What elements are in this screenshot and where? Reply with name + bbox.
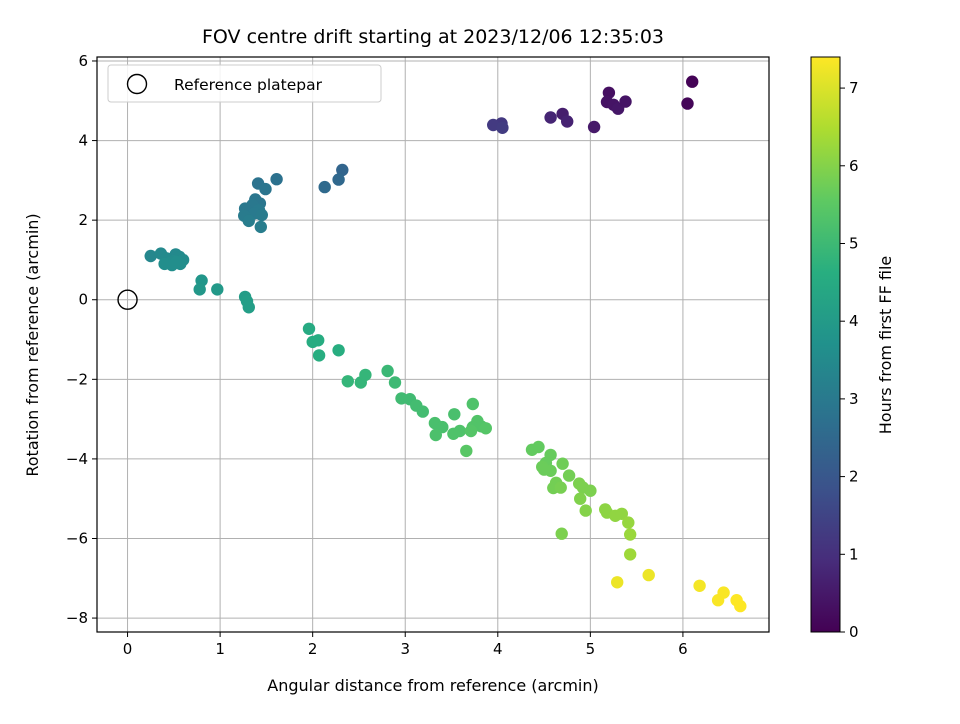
- data-point: [624, 548, 637, 561]
- data-point: [341, 375, 354, 388]
- data-point: [302, 322, 316, 335]
- legend-label: Reference platepar: [174, 76, 323, 94]
- data-point: [170, 255, 183, 269]
- data-point: [242, 214, 255, 228]
- grid-lines: [97, 57, 769, 632]
- reference-platepar-marker: [117, 289, 138, 310]
- data-point: [619, 95, 632, 108]
- data-point: [270, 173, 283, 186]
- data-point: [332, 173, 345, 186]
- y-tick-label: −6: [66, 529, 88, 547]
- x-tick-label: 0: [123, 640, 133, 658]
- colorbar-tick-label: 7: [849, 79, 859, 97]
- plot-frame: [96, 56, 770, 633]
- data-point: [259, 182, 272, 196]
- data-point: [587, 120, 601, 134]
- data-point: [429, 428, 442, 442]
- data-point: [556, 457, 569, 470]
- data-point: [611, 576, 624, 589]
- legend-marker-circle: [126, 73, 148, 95]
- data-point: [193, 283, 206, 296]
- data-point: [561, 115, 574, 128]
- data-point: [537, 463, 551, 476]
- x-axis-ticks: 0 1 2 3 4 5 6: [123, 632, 688, 658]
- data-points: [117, 75, 747, 613]
- colorbar-ticks: 0 1 2 3 4 5 6 7: [840, 79, 859, 641]
- data-point: [318, 180, 331, 194]
- colorbar-gradient: [810, 56, 841, 633]
- data-point: [255, 208, 268, 222]
- data-point: [624, 528, 637, 541]
- data-point: [312, 349, 326, 362]
- data-point: [336, 163, 349, 177]
- y-tick-label: 0: [78, 291, 88, 309]
- x-tick-label: 2: [308, 640, 318, 658]
- data-point: [144, 249, 157, 263]
- y-tick-label: 4: [78, 132, 88, 150]
- data-point: [453, 424, 466, 438]
- data-point: [555, 527, 568, 540]
- data-point: [711, 594, 725, 607]
- colorbar-tick-label: 3: [849, 390, 859, 408]
- colorbar-tick-label: 6: [849, 157, 859, 175]
- y-tick-label: 6: [78, 52, 88, 70]
- colorbar-tick-label: 1: [849, 545, 859, 563]
- data-point: [460, 444, 473, 458]
- data-point: [681, 97, 694, 110]
- data-point: [642, 568, 655, 582]
- colorbar-label: Hours from first FF file: [876, 256, 895, 435]
- x-axis-label: Angular distance from reference (arcmin): [267, 676, 598, 695]
- x-tick-label: 6: [678, 640, 688, 658]
- colorbar-tick-label: 5: [849, 234, 859, 252]
- data-point: [574, 492, 587, 505]
- legend-box: [107, 64, 382, 103]
- data-point: [312, 334, 325, 347]
- data-point: [466, 397, 479, 411]
- data-point: [254, 220, 267, 234]
- data-point: [532, 440, 545, 454]
- chart-title: FOV centre drift starting at 2023/12/06 …: [202, 26, 664, 48]
- data-point: [562, 469, 576, 482]
- y-axis-label: Rotation from reference (arcmin): [23, 213, 42, 476]
- colorbar-tick-label: 4: [849, 312, 859, 330]
- data-point: [602, 86, 616, 100]
- colorbar: 0 1 2 3 4 5 6 7 Hours from first FF file: [810, 56, 895, 641]
- y-tick-label: 2: [78, 211, 88, 229]
- data-point: [686, 75, 699, 88]
- x-tick-label: 5: [586, 640, 596, 658]
- data-point: [332, 344, 345, 357]
- y-axis-ticks: −8 −6 −4 −2 0 2 4 6: [66, 52, 97, 627]
- x-tick-label: 4: [493, 640, 503, 658]
- colorbar-tick-label: 2: [849, 468, 859, 486]
- x-tick-label: 1: [215, 640, 225, 658]
- x-tick-label: 3: [400, 640, 410, 658]
- data-point: [242, 301, 255, 314]
- y-tick-label: −4: [66, 450, 88, 468]
- data-point: [464, 424, 478, 438]
- data-point: [554, 481, 567, 494]
- data-point: [584, 484, 597, 497]
- data-point: [496, 121, 509, 134]
- data-point: [388, 376, 402, 389]
- data-point: [479, 422, 492, 435]
- data-point: [579, 504, 592, 517]
- data-point: [359, 368, 372, 382]
- data-point: [734, 599, 747, 613]
- data-point: [693, 579, 706, 592]
- data-point: [615, 507, 628, 520]
- y-tick-label: −8: [66, 609, 88, 627]
- data-point: [416, 405, 429, 418]
- data-point: [448, 408, 461, 421]
- colorbar-tick-label: 0: [849, 623, 859, 641]
- data-point: [381, 364, 394, 378]
- data-point: [544, 111, 557, 124]
- y-tick-label: −2: [66, 370, 88, 388]
- data-point: [622, 516, 635, 529]
- data-point: [211, 283, 224, 296]
- legend: Reference platepar: [107, 64, 382, 103]
